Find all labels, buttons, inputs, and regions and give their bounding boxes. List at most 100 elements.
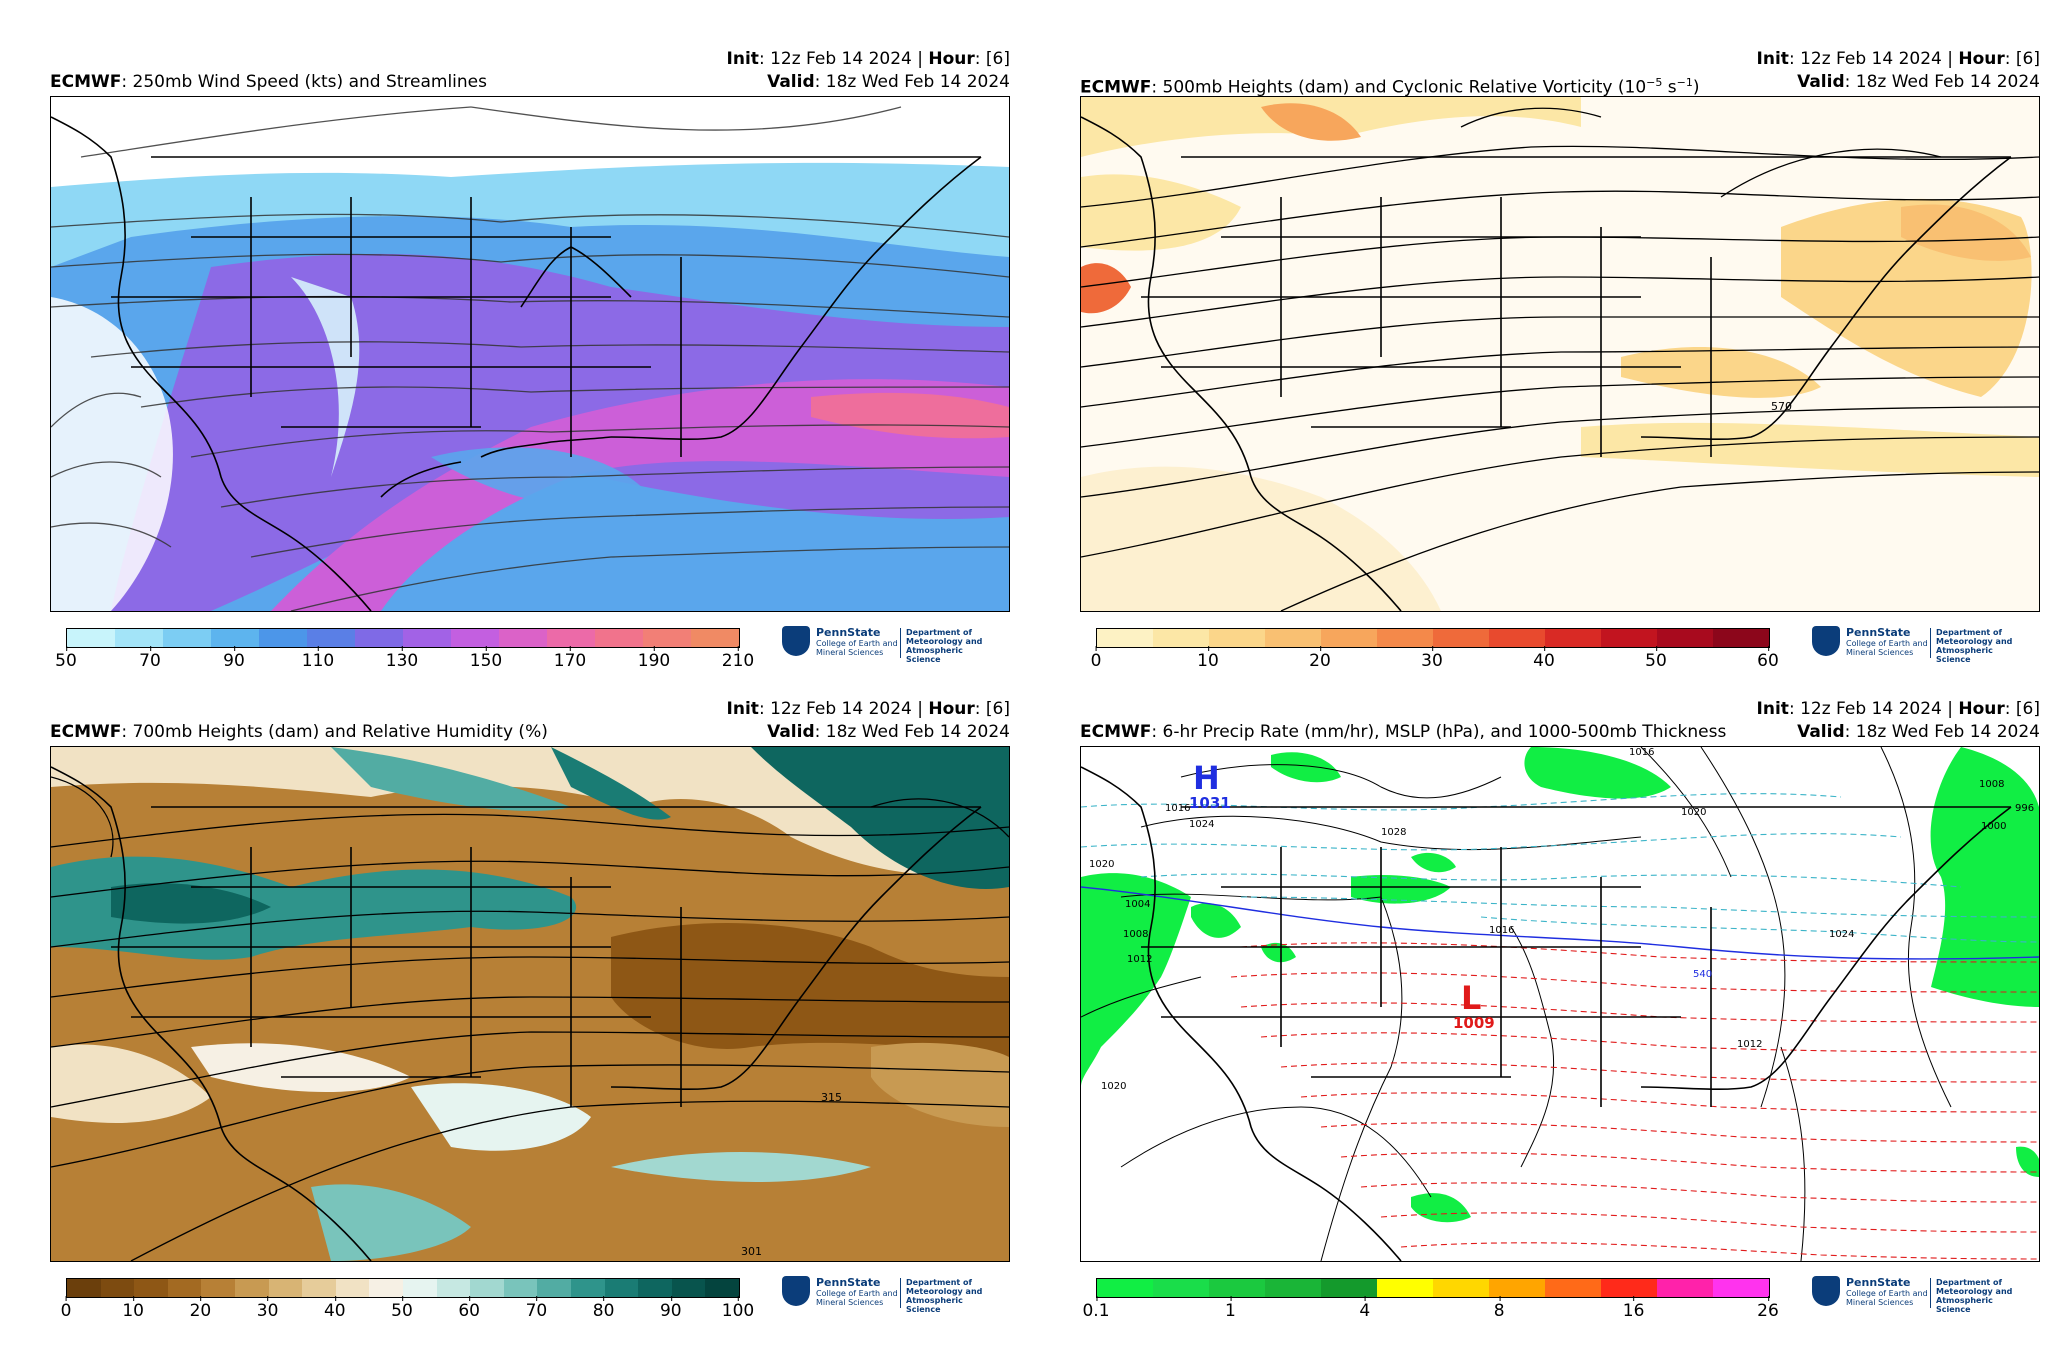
contour-label: 301 bbox=[741, 1245, 762, 1258]
isobar-label: 1020 bbox=[1681, 807, 1706, 818]
humidity-colorbar bbox=[66, 1278, 740, 1298]
colorbar-swatch bbox=[1209, 629, 1265, 647]
colorbar-tick-label: 0.1 bbox=[1082, 1296, 1110, 1321]
colorbar-swatch bbox=[691, 629, 739, 647]
colorbar-tick-label: 130 bbox=[385, 646, 419, 671]
thickness-label: 540 bbox=[1693, 969, 1712, 980]
colorbar-tick-label: 0 bbox=[1090, 646, 1102, 671]
isobar-label: 1000 bbox=[1981, 821, 2006, 832]
colorbar-swatch bbox=[1433, 1279, 1489, 1297]
colorbar-swatch bbox=[604, 1279, 639, 1297]
init-line: Init: 12z Feb 14 2024 | Hour: [6] bbox=[1756, 49, 2040, 69]
init-line: Init: 12z Feb 14 2024 | Hour: [6] bbox=[726, 699, 1010, 719]
colorbar-tick-label: 40 bbox=[323, 1296, 346, 1321]
contour-label: 570 bbox=[1771, 400, 1792, 413]
wind-speed-colorbar bbox=[66, 628, 740, 648]
panel-title: ECMWF: 500mb Heights (dam) and Cyclonic … bbox=[1080, 76, 1700, 98]
colorbar-swatch bbox=[355, 629, 403, 647]
colorbar-tick-label: 50 bbox=[1645, 646, 1667, 671]
colorbar-swatch bbox=[1657, 1279, 1713, 1297]
valid-line: Valid: 18z Wed Feb 14 2024 bbox=[1797, 722, 2040, 742]
colorbar-tick-label: 80 bbox=[592, 1296, 615, 1321]
colorbar-swatch bbox=[537, 1279, 571, 1297]
colorbar-swatch bbox=[67, 1279, 101, 1297]
isobar-label: 1020 bbox=[1089, 859, 1114, 870]
precip-colorbar-ticks: 0.1 1 4 8 16 26 bbox=[1082, 1296, 1779, 1325]
colorbar-swatch bbox=[503, 1279, 538, 1297]
precip-colorbar bbox=[1096, 1278, 1770, 1298]
valid-line: Valid: 18z Wed Feb 14 2024 bbox=[767, 722, 1010, 742]
colorbar-tick-label: 70 bbox=[525, 1296, 548, 1321]
vorticity-colorbar bbox=[1096, 628, 1770, 648]
colorbar-swatch bbox=[451, 629, 499, 647]
colorbar-swatch bbox=[1545, 629, 1601, 647]
pennstate-logo: PennState College of Earth and Mineral S… bbox=[1812, 626, 2027, 666]
colorbar-swatch bbox=[1713, 629, 1769, 647]
colorbar-swatch bbox=[134, 1279, 168, 1297]
pennstate-logo: PennState College of Earth and Mineral S… bbox=[782, 1276, 997, 1316]
colorbar-swatch bbox=[211, 629, 259, 647]
colorbar-swatch bbox=[167, 1279, 202, 1297]
panel-precip-mslp: Init: 12z Feb 14 2024 | Hour: [6] ECMWF:… bbox=[1080, 698, 2040, 1338]
panel-250mb: Init: 12z Feb 14 2024 | Hour: [6] ECMWF:… bbox=[50, 48, 1010, 688]
isobar-label: 1012 bbox=[1127, 954, 1152, 965]
colorbar-tick-label: 60 bbox=[458, 1296, 481, 1321]
colorbar-tick-label: 110 bbox=[301, 646, 335, 671]
pennstate-logo: PennState College of Earth and Mineral S… bbox=[782, 626, 997, 666]
colorbar-swatch bbox=[1209, 1279, 1265, 1297]
low-pressure-letter: L bbox=[1461, 979, 1481, 1017]
colorbar-tick-label: 50 bbox=[55, 646, 77, 671]
colorbar-swatch bbox=[1377, 1279, 1433, 1297]
colorbar-swatch bbox=[1265, 1279, 1321, 1297]
isobar-label: 1024 bbox=[1189, 819, 1214, 830]
vorticity-colorbar-ticks: 0 10 20 30 40 50 60 bbox=[1091, 646, 1779, 675]
isobar-label: 1024 bbox=[1829, 929, 1854, 940]
isobar-label: 1008 bbox=[1123, 929, 1148, 940]
colorbar-swatch bbox=[268, 1279, 303, 1297]
colorbar-swatch bbox=[1489, 1279, 1545, 1297]
isobar-label: 1004 bbox=[1125, 899, 1150, 910]
psu-shield-icon bbox=[782, 626, 810, 656]
high-pressure-value: 1031 bbox=[1189, 794, 1231, 812]
colorbar-swatch bbox=[201, 1279, 235, 1297]
isobar-label: 996 bbox=[2015, 803, 2034, 814]
colorbar-swatch bbox=[1153, 1279, 1209, 1297]
colorbar-swatch bbox=[643, 629, 691, 647]
isobar-label: 1028 bbox=[1381, 827, 1406, 838]
colorbar-swatch bbox=[1433, 629, 1489, 647]
isobar-label: 1016 bbox=[1165, 803, 1190, 814]
humidity-map: 315 301 bbox=[50, 746, 1010, 1262]
colorbar-swatch bbox=[163, 629, 211, 647]
colorbar-swatch bbox=[638, 1279, 672, 1297]
colorbar-tick-label: 90 bbox=[223, 646, 245, 671]
isobar-label: 1008 bbox=[1979, 779, 2004, 790]
colorbar-swatch bbox=[403, 629, 451, 647]
colorbar-swatch bbox=[1321, 1279, 1377, 1297]
colorbar-tick-label: 100 bbox=[721, 1296, 755, 1321]
colorbar-swatch bbox=[115, 629, 163, 647]
valid-line: Valid: 18z Wed Feb 14 2024 bbox=[767, 72, 1010, 92]
colorbar-swatch bbox=[369, 1279, 403, 1297]
panel-title: ECMWF: 6-hr Precip Rate (mm/hr), MSLP (h… bbox=[1080, 722, 1727, 742]
colorbar-swatch bbox=[335, 1279, 370, 1297]
colorbar-swatch bbox=[595, 629, 643, 647]
colorbar-tick-label: 30 bbox=[1421, 646, 1443, 671]
colorbar-swatch bbox=[1657, 629, 1713, 647]
psu-shield-icon bbox=[1812, 626, 1840, 656]
colorbar-swatch bbox=[547, 629, 595, 647]
colorbar-swatch bbox=[705, 1279, 739, 1297]
isobar-label: 1016 bbox=[1629, 747, 1654, 758]
pennstate-logo: PennState College of Earth and Mineral S… bbox=[1812, 1276, 2027, 1316]
colorbar-tick-label: 70 bbox=[139, 646, 161, 671]
wind-speed-map bbox=[50, 96, 1010, 612]
colorbar-swatch bbox=[1097, 1279, 1153, 1297]
colorbar-tick-label: 4 bbox=[1359, 1296, 1371, 1321]
colorbar-tick-label: 210 bbox=[721, 646, 755, 671]
colorbar-swatch bbox=[1321, 629, 1377, 647]
valid-line: Valid: 18z Wed Feb 14 2024 bbox=[1797, 72, 2040, 92]
colorbar-swatch bbox=[436, 1279, 471, 1297]
colorbar-tick-label: 170 bbox=[553, 646, 587, 671]
colorbar-swatch bbox=[234, 1279, 269, 1297]
colorbar-tick-label: 1 bbox=[1224, 1296, 1236, 1321]
isobar-label: 1020 bbox=[1101, 1081, 1126, 1092]
